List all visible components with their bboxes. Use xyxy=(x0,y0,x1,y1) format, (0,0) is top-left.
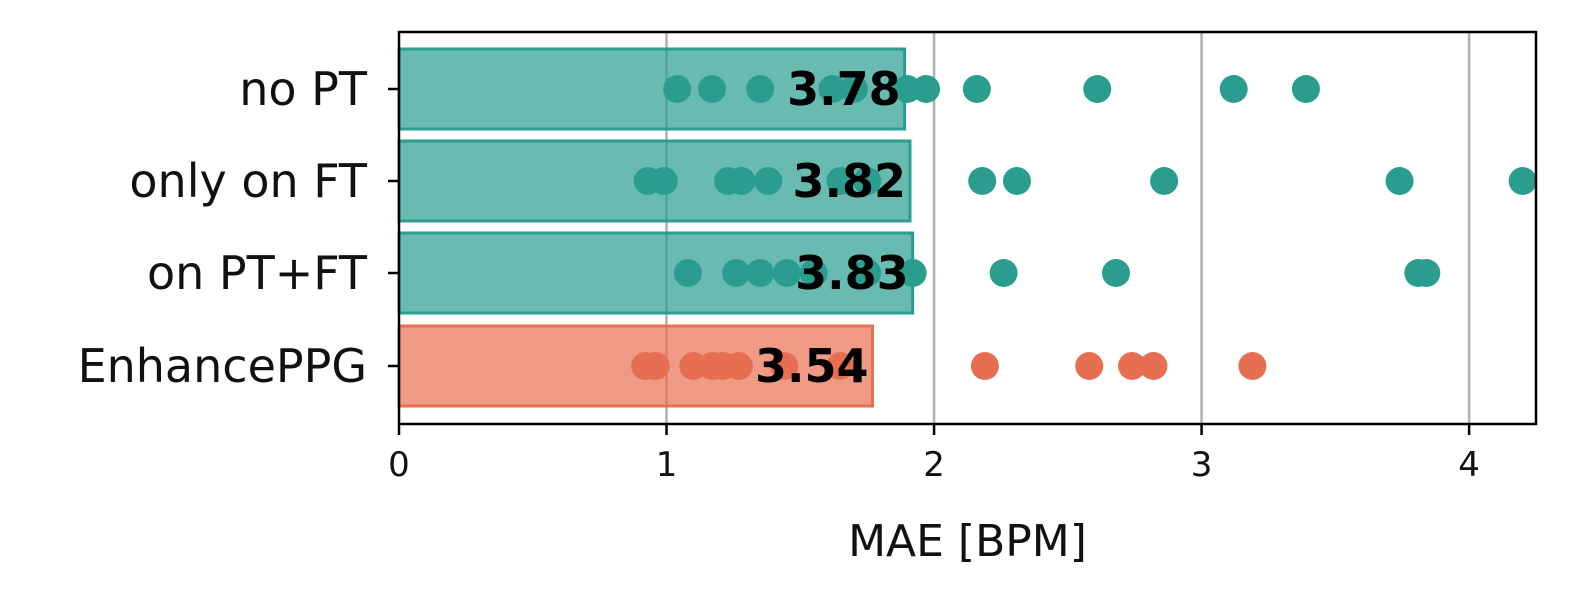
data-point xyxy=(839,75,868,103)
data-point xyxy=(772,259,801,287)
data-point xyxy=(826,352,855,380)
data-point xyxy=(722,259,751,287)
data-point xyxy=(1150,167,1179,195)
data-point xyxy=(1118,352,1147,380)
data-point xyxy=(826,167,855,195)
data-point xyxy=(898,259,927,287)
data-point xyxy=(970,352,999,380)
data-point xyxy=(1101,259,1130,287)
y-category-label: on PT+FT xyxy=(147,246,368,300)
y-category-label: no PT xyxy=(239,62,368,116)
bar-value-label: 3.82 xyxy=(792,154,906,208)
data-point xyxy=(663,75,692,103)
data-point xyxy=(968,167,997,195)
data-point xyxy=(770,352,799,380)
data-point xyxy=(853,259,882,287)
data-point xyxy=(1412,259,1441,287)
x-tick-label: 0 xyxy=(388,445,410,485)
data-point xyxy=(912,75,941,103)
data-point xyxy=(727,167,756,195)
bar-value-label: 3.78 xyxy=(787,62,901,116)
data-point xyxy=(818,75,847,103)
x-axis-title: MAE [BPM] xyxy=(848,516,1087,567)
data-point xyxy=(698,75,727,103)
axes: 0 1 2 3 4 no PT only on FT on PT+FT EnhancePPG xyxy=(78,62,1480,485)
y-category-label: only on FT xyxy=(129,154,367,208)
x-tick-label: 2 xyxy=(923,445,945,485)
data-point xyxy=(641,352,670,380)
data-point xyxy=(1291,75,1320,103)
data-point xyxy=(1385,167,1414,195)
data-point xyxy=(754,167,783,195)
data-point xyxy=(1139,352,1168,380)
x-tick-label: 3 xyxy=(1191,445,1213,485)
y-category-label: EnhancePPG xyxy=(78,339,367,393)
bar-value-label: 3.83 xyxy=(795,246,909,300)
bar-value-label: 3.54 xyxy=(755,339,869,393)
data-point xyxy=(673,259,702,287)
data-point xyxy=(853,167,882,195)
data-point xyxy=(746,259,775,287)
data-point xyxy=(1083,75,1112,103)
data-point xyxy=(746,75,775,103)
plot-frame xyxy=(397,30,1538,426)
data-point xyxy=(962,75,991,103)
bar-value-labels: 3.78 3.82 3.83 3.54 xyxy=(755,62,909,393)
data-point xyxy=(1075,352,1104,380)
data-point xyxy=(649,167,678,195)
data-point xyxy=(989,259,1018,287)
data-point xyxy=(1219,75,1248,103)
x-tick-label: 1 xyxy=(656,445,678,485)
data-point xyxy=(1508,167,1537,195)
x-tick-label: 4 xyxy=(1458,445,1480,485)
bars xyxy=(397,47,915,408)
data-point xyxy=(799,259,828,287)
data-point xyxy=(1238,352,1267,380)
data-point xyxy=(1002,167,1031,195)
scatter-points xyxy=(631,75,1537,380)
data-point xyxy=(724,352,753,380)
